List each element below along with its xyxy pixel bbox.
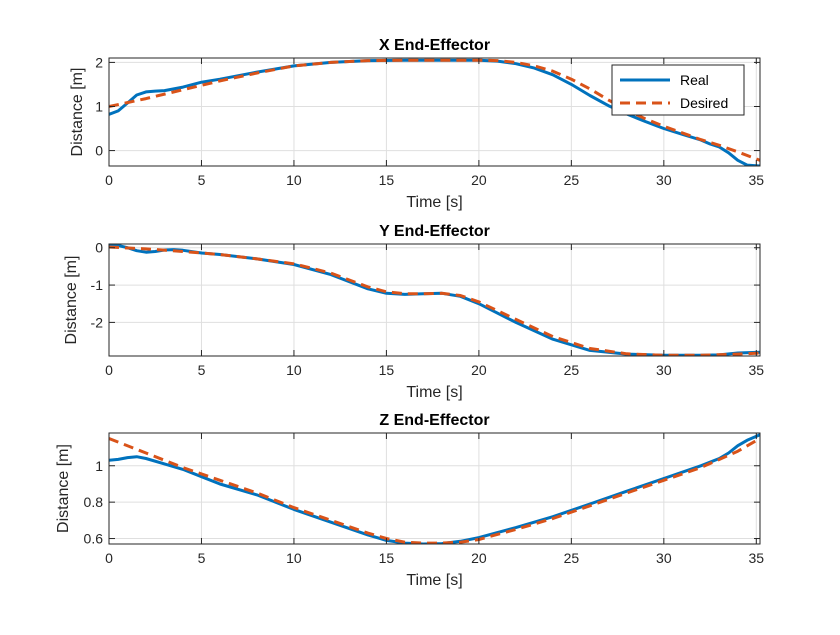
x-tick-label: 20 xyxy=(471,550,487,566)
series-line-desired xyxy=(109,437,760,544)
y-axis-label: Distance [m] xyxy=(55,444,72,533)
x-tick-label: 10 xyxy=(286,550,302,566)
y-tick-label: 0.8 xyxy=(84,494,104,510)
y-tick-label: 2 xyxy=(95,54,103,70)
y-tick-label: 0 xyxy=(95,143,103,159)
series-line-desired xyxy=(109,58,760,162)
axes-frame xyxy=(108,243,761,357)
series-line-real xyxy=(109,244,760,356)
x-tick-label: 20 xyxy=(471,172,487,188)
x-axis-label: Time [s] xyxy=(406,194,462,211)
subplot-z: 0 5 10 15 20 25 30 35 0.6 0.8 1 Z End-Effector Time … xyxy=(55,412,764,589)
x-tick-label: 30 xyxy=(656,362,672,378)
x-tick-label: 0 xyxy=(105,550,113,566)
x-tick-label: 35 xyxy=(749,550,765,566)
x-tick-label: 5 xyxy=(198,172,206,188)
y-tick-label: 1 xyxy=(95,98,103,114)
x-tick-label: 5 xyxy=(198,362,206,378)
y-axis-label: Distance [m] xyxy=(63,256,80,345)
x-tick-label: 25 xyxy=(564,172,580,188)
x-tick-label: 15 xyxy=(379,550,395,566)
x-tick-label: 25 xyxy=(564,550,580,566)
x-axis-label: Time [s] xyxy=(406,384,462,401)
y-tick-label: -2 xyxy=(91,314,104,330)
subplot-title: X End-Effector xyxy=(379,37,490,54)
x-tick-label: 0 xyxy=(105,362,113,378)
x-tick-label: 15 xyxy=(379,172,395,188)
x-tick-label: 20 xyxy=(471,362,487,378)
axes-frame xyxy=(108,57,761,167)
x-tick-label: 35 xyxy=(749,362,765,378)
x-tick-label: 5 xyxy=(198,550,206,566)
x-axis-label: Time [s] xyxy=(406,572,462,589)
x-tick-label: 0 xyxy=(105,172,113,188)
subplot-title: Y End-Effector xyxy=(379,223,490,240)
series-line-desired xyxy=(109,245,760,356)
subplot-y: 0 5 10 15 20 25 30 35 0 -1 -2 Y End-Effector Time [s… xyxy=(63,223,764,401)
x-tick-label: 30 xyxy=(656,172,672,188)
y-tick-label: 1 xyxy=(95,458,103,474)
x-tick-label: 10 xyxy=(286,362,302,378)
axes-frame xyxy=(108,432,761,545)
plot-area xyxy=(109,244,760,356)
subplot-title: Z End-Effector xyxy=(379,412,489,429)
legend-label-real: Real xyxy=(680,72,709,88)
y-tick-label: -1 xyxy=(91,277,104,293)
legend-label-desired: Desired xyxy=(680,95,728,111)
y-axis-label: Distance [m] xyxy=(69,68,86,157)
x-tick-label: 35 xyxy=(749,172,765,188)
x-tick-label: 15 xyxy=(379,362,395,378)
plot-area xyxy=(109,433,760,544)
legend-box xyxy=(611,64,745,116)
subplot-x: 0 5 10 15 20 25 30 35 0 1 2 X End-Effector Time [s] D… xyxy=(69,37,764,211)
y-tick-label: 0 xyxy=(95,240,103,256)
legend: Real Desired xyxy=(611,64,745,116)
y-tick-label: 0.6 xyxy=(84,531,104,547)
x-tick-label: 25 xyxy=(564,362,580,378)
x-tick-label: 30 xyxy=(656,550,672,566)
x-tick-label: 10 xyxy=(286,172,302,188)
